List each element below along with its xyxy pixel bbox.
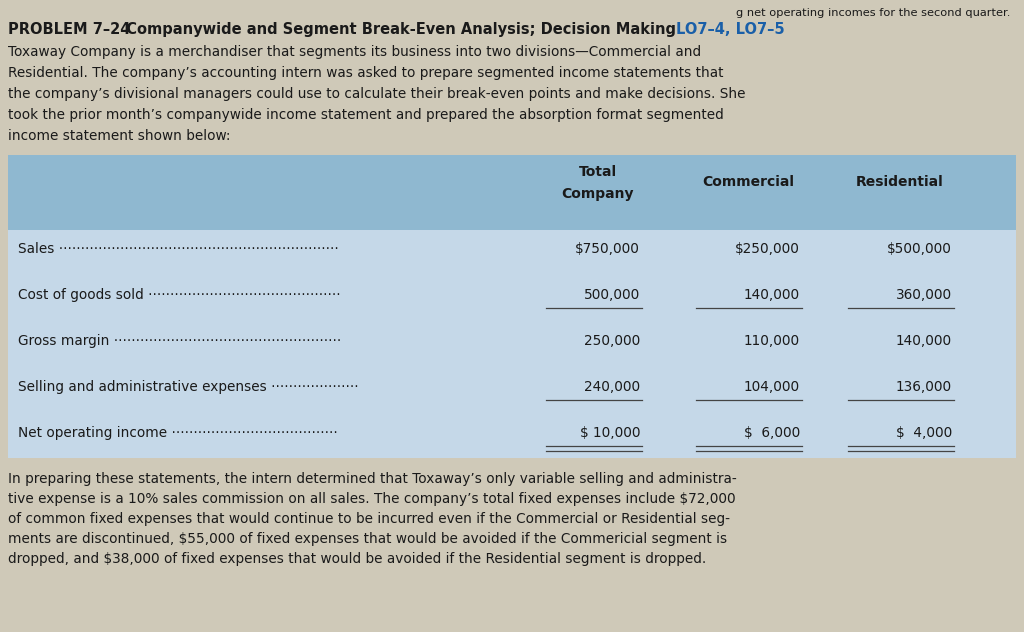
Text: Company: Company bbox=[562, 187, 634, 201]
Text: income statement shown below:: income statement shown below: bbox=[8, 129, 230, 143]
Text: 104,000: 104,000 bbox=[743, 380, 800, 394]
Text: Companywide and Segment Break-Even Analysis; Decision Making: Companywide and Segment Break-Even Analy… bbox=[116, 22, 681, 37]
Text: 140,000: 140,000 bbox=[743, 288, 800, 302]
Text: 110,000: 110,000 bbox=[743, 334, 800, 348]
Text: the company’s divisional managers could use to calculate their break-even points: the company’s divisional managers could … bbox=[8, 87, 745, 101]
Text: Commercial: Commercial bbox=[702, 175, 794, 189]
Text: PROBLEM 7–24: PROBLEM 7–24 bbox=[8, 22, 130, 37]
Text: 250,000: 250,000 bbox=[584, 334, 640, 348]
Text: In preparing these statements, the intern determined that Toxaway’s only variabl: In preparing these statements, the inter… bbox=[8, 472, 736, 486]
Text: 136,000: 136,000 bbox=[896, 380, 952, 394]
Text: $500,000: $500,000 bbox=[887, 242, 952, 256]
Text: 140,000: 140,000 bbox=[896, 334, 952, 348]
Text: Toxaway Company is a merchandiser that segments its business into two divisions—: Toxaway Company is a merchandiser that s… bbox=[8, 45, 701, 59]
Text: 500,000: 500,000 bbox=[584, 288, 640, 302]
Text: Sales ································································: Sales ··································… bbox=[18, 242, 339, 256]
Text: tive expense is a 10% sales commission on all sales. The company’s total fixed e: tive expense is a 10% sales commission o… bbox=[8, 492, 735, 506]
Bar bbox=[8, 155, 1016, 458]
Text: LO7–4, LO7–5: LO7–4, LO7–5 bbox=[676, 22, 784, 37]
Text: 360,000: 360,000 bbox=[896, 288, 952, 302]
Bar bbox=[8, 155, 1016, 230]
Text: Cost of goods sold ············································: Cost of goods sold ·····················… bbox=[18, 288, 341, 302]
Text: $250,000: $250,000 bbox=[735, 242, 800, 256]
Text: $750,000: $750,000 bbox=[575, 242, 640, 256]
Text: Gross margin ····················································: Gross margin ···························… bbox=[18, 334, 341, 348]
Text: $ 10,000: $ 10,000 bbox=[580, 426, 640, 440]
Text: Selling and administrative expenses ····················: Selling and administrative expenses ····… bbox=[18, 380, 358, 394]
Text: g net operating incomes for the second quarter.: g net operating incomes for the second q… bbox=[735, 8, 1010, 18]
Text: $  6,000: $ 6,000 bbox=[743, 426, 800, 440]
Text: ments are discontinued, $55,000 of fixed expenses that would be avoided if the C: ments are discontinued, $55,000 of fixed… bbox=[8, 532, 727, 546]
Text: Residential. The company’s accounting intern was asked to prepare segmented inco: Residential. The company’s accounting in… bbox=[8, 66, 724, 80]
Text: $  4,000: $ 4,000 bbox=[896, 426, 952, 440]
Text: 240,000: 240,000 bbox=[584, 380, 640, 394]
Text: Residential: Residential bbox=[856, 175, 944, 189]
Text: took the prior month’s companywide income statement and prepared the absorption : took the prior month’s companywide incom… bbox=[8, 108, 724, 122]
Text: dropped, and $38,000 of fixed expenses that would be avoided if the Residential : dropped, and $38,000 of fixed expenses t… bbox=[8, 552, 707, 566]
Text: Total: Total bbox=[579, 165, 617, 179]
Text: Net operating income ······································: Net operating income ···················… bbox=[18, 426, 338, 440]
Text: of common fixed expenses that would continue to be incurred even if the Commerci: of common fixed expenses that would cont… bbox=[8, 512, 730, 526]
